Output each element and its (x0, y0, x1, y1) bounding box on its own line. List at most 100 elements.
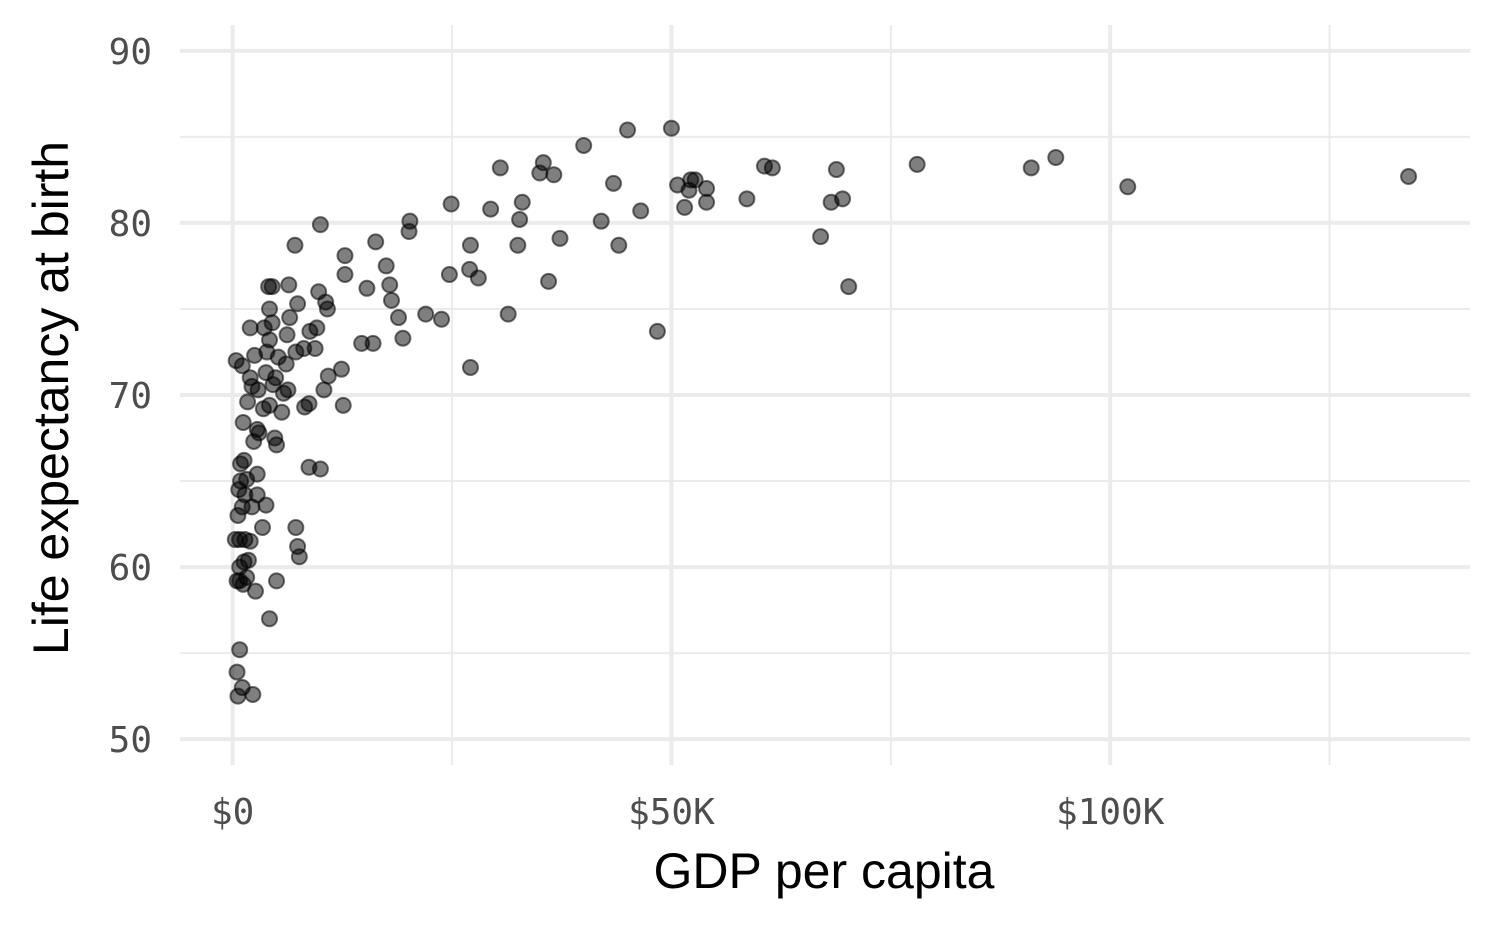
data-point (377, 257, 395, 275)
data-point (261, 610, 279, 628)
data-point (235, 451, 253, 469)
data-point (290, 548, 308, 566)
data-point (281, 309, 299, 327)
data-point (812, 228, 830, 246)
y-tick-label: 80 (109, 204, 152, 245)
data-point (239, 551, 257, 569)
data-point (610, 236, 628, 254)
data-point (311, 216, 329, 234)
data-point (575, 136, 593, 154)
data-point (1047, 149, 1065, 167)
data-point (332, 360, 350, 378)
x-axis-ticks: $0 $50K $100K (211, 792, 1165, 833)
data-point (248, 465, 266, 483)
x-tick-label: $100K (1056, 792, 1165, 833)
data-point (390, 309, 408, 327)
data-point (364, 334, 382, 352)
data-point (509, 236, 527, 254)
data-point (605, 174, 623, 192)
data-point (286, 236, 304, 254)
data-point (248, 420, 266, 438)
data-point (280, 276, 298, 294)
data-point (619, 121, 637, 139)
data-points (226, 119, 1418, 705)
data-point (491, 159, 509, 177)
data-point (287, 519, 305, 537)
data-point (269, 348, 287, 366)
data-point (228, 663, 246, 681)
data-point (513, 193, 531, 211)
data-point (662, 119, 680, 137)
data-point (545, 166, 563, 184)
data-point (394, 329, 412, 347)
data-point (253, 519, 271, 537)
data-point (382, 291, 400, 309)
data-point (261, 300, 279, 318)
y-tick-label: 60 (109, 548, 152, 589)
data-point (1119, 178, 1137, 196)
data-point (540, 272, 558, 290)
data-point (268, 436, 286, 454)
data-point (442, 195, 460, 213)
data-point (263, 278, 281, 296)
data-point (268, 572, 286, 590)
data-point (1022, 159, 1040, 177)
data-point (289, 295, 307, 313)
data-point (461, 236, 479, 254)
data-point (319, 367, 337, 385)
data-point (241, 369, 259, 387)
y-tick-label: 90 (109, 32, 152, 73)
y-axis-title: Life expectancy at birth (23, 141, 79, 655)
data-point (246, 582, 264, 600)
data-point (632, 202, 650, 220)
data-point (231, 641, 249, 659)
data-point (482, 200, 500, 218)
data-point (336, 266, 354, 284)
data-point (279, 381, 297, 399)
data-point (834, 190, 852, 208)
data-point (273, 403, 291, 421)
grid (180, 25, 1470, 765)
data-point (381, 276, 399, 294)
data-point (306, 340, 324, 358)
data-point (336, 247, 354, 265)
data-point (499, 305, 517, 323)
data-point (738, 190, 756, 208)
data-point (296, 398, 314, 416)
data-point (334, 396, 352, 414)
data-point (267, 369, 285, 387)
data-point (440, 266, 458, 284)
data-point (278, 326, 296, 344)
data-point (1400, 167, 1418, 185)
data-point (511, 210, 529, 228)
x-axis-title: GDP per capita (654, 843, 995, 899)
y-tick-label: 50 (109, 720, 152, 761)
x-tick-label: $50K (628, 792, 715, 833)
data-point (308, 319, 326, 337)
x-tick-label: $0 (211, 792, 254, 833)
data-point (234, 414, 252, 432)
data-point (263, 314, 281, 332)
data-point (310, 283, 328, 301)
y-tick-label: 70 (109, 376, 152, 417)
data-point (698, 179, 716, 197)
data-point (239, 393, 257, 411)
data-point (686, 171, 704, 189)
data-point (840, 278, 858, 296)
y-axis-ticks: 50 60 70 80 90 (109, 32, 152, 761)
data-point (551, 229, 569, 247)
data-point (248, 486, 266, 504)
data-point (433, 310, 451, 328)
data-point (311, 460, 329, 478)
data-point (461, 358, 479, 376)
data-point (401, 212, 419, 230)
data-point (534, 154, 552, 172)
data-point (358, 279, 376, 297)
data-point (908, 155, 926, 173)
data-point (469, 269, 487, 287)
data-point (241, 532, 259, 550)
data-point (417, 305, 435, 323)
data-point (315, 381, 333, 399)
data-point (676, 198, 694, 216)
